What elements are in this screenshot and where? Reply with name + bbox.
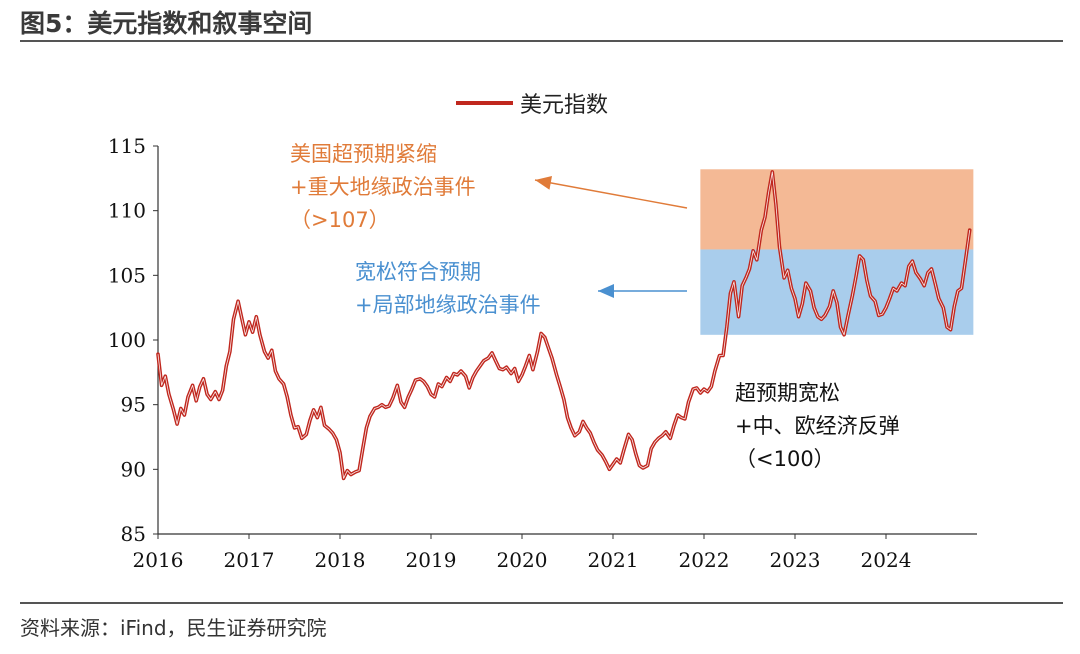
annotation-line: （>107） [290, 208, 390, 232]
y-tick-label: 85 [121, 522, 146, 546]
y-tick-label: 95 [121, 393, 146, 417]
x-tick-label: 2022 [679, 548, 730, 572]
source-note: 资料来源：iFind，民生证券研究院 [20, 616, 327, 640]
figure-title: 图5：美元指数和叙事空间 [20, 9, 313, 38]
annotation-line: （<100） [735, 447, 835, 471]
annotation-line: +重大地缘政治事件 [290, 175, 476, 199]
band-mid [700, 249, 974, 335]
band-layer [700, 169, 974, 335]
line-layer [156, 170, 972, 481]
x-tick-label: 2016 [133, 548, 184, 572]
footer-divider [20, 602, 1063, 604]
x-tick-label: 2023 [770, 548, 821, 572]
x-tick-label: 2024 [861, 548, 912, 572]
annotation-line: 超预期宽松 [735, 381, 840, 405]
arrow-orange-shaft [534, 179, 688, 209]
annotation-line: +中、欧经济反弹 [735, 414, 900, 438]
annotation-layer: 美国超预期紧缩 +重大地缘政治事件 （>107） 宽松符合预期 +局部地缘政治事件超预期… [290, 142, 900, 471]
x-tick-label: 2021 [588, 548, 639, 572]
x-tick-label: 2019 [406, 548, 457, 572]
band-high [700, 169, 974, 250]
x-tick-label: 2017 [224, 548, 275, 572]
legend: 美元指数 [456, 93, 608, 118]
x-tick-label: 2020 [497, 548, 548, 572]
title-divider [20, 40, 1063, 42]
series-line-highlight [157, 171, 971, 479]
annotation-line: +局部地缘政治事件 [355, 293, 541, 317]
arrow-orange-head [535, 176, 553, 190]
annotation-line: 美国超预期紧缩 [290, 142, 437, 166]
y-tick-label: 110 [108, 199, 146, 223]
x-tick-label: 2018 [315, 548, 366, 572]
y-tick-label: 100 [108, 328, 146, 352]
y-tick-label: 90 [121, 457, 146, 481]
axes-layer: 85 90 95 100 105 110 115 2016 2017 2018 2019 2020 20… [108, 134, 977, 572]
dollar-index-chart: 85 90 95 100 105 110 115 2016 2017 2018 2019 2020 20… [108, 93, 977, 572]
annotation-line: 宽松符合预期 [355, 260, 481, 284]
y-tick-label: 115 [108, 134, 146, 158]
legend-label: 美元指数 [520, 93, 608, 118]
y-tick-label: 105 [108, 263, 146, 287]
arrow-blue-head [598, 284, 614, 298]
